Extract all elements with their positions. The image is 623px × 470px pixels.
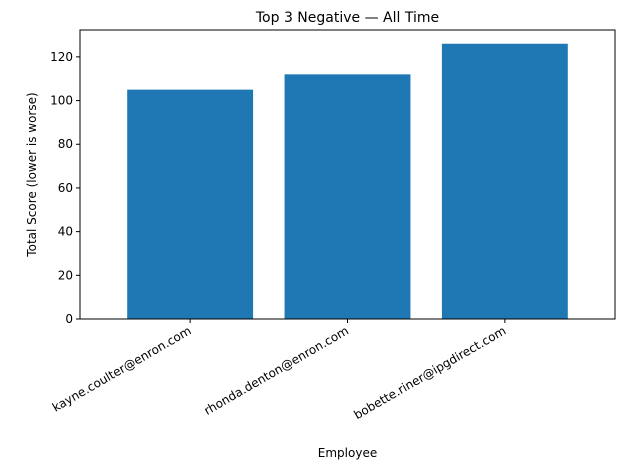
y-axis-label: Total Score (lower is worse) (25, 92, 39, 257)
x-axis-label: Employee (318, 446, 377, 460)
y-tick-label-5: 100 (50, 94, 73, 108)
y-tick-label-2: 40 (58, 225, 73, 239)
y-tick-label-6: 120 (50, 50, 73, 64)
x-axis: kayne.coulter@enron.com rhonda.denton@enr… (50, 319, 508, 422)
bar-1 (284, 74, 411, 319)
x-tick-label-1: rhonda.denton@enron.com (202, 323, 351, 417)
y-tick-label-1: 20 (58, 268, 73, 282)
bar-2 (441, 43, 568, 320)
y-tick-label-4: 80 (58, 137, 73, 151)
plot-frame (79, 29, 616, 320)
y-axis: 0 20 40 60 80 100 120 (50, 50, 80, 326)
y-tick-label-3: 60 (58, 181, 73, 195)
x-tick-label-2: bobette.riner@ipgdirect.com (351, 323, 508, 422)
bars-group (127, 43, 568, 320)
x-tick-label-0: kayne.coulter@enron.com (50, 323, 194, 414)
chart-title: Top 3 Negative — All Time (255, 10, 439, 26)
y-tick-label-0: 0 (65, 312, 73, 326)
bar-0 (127, 89, 254, 319)
